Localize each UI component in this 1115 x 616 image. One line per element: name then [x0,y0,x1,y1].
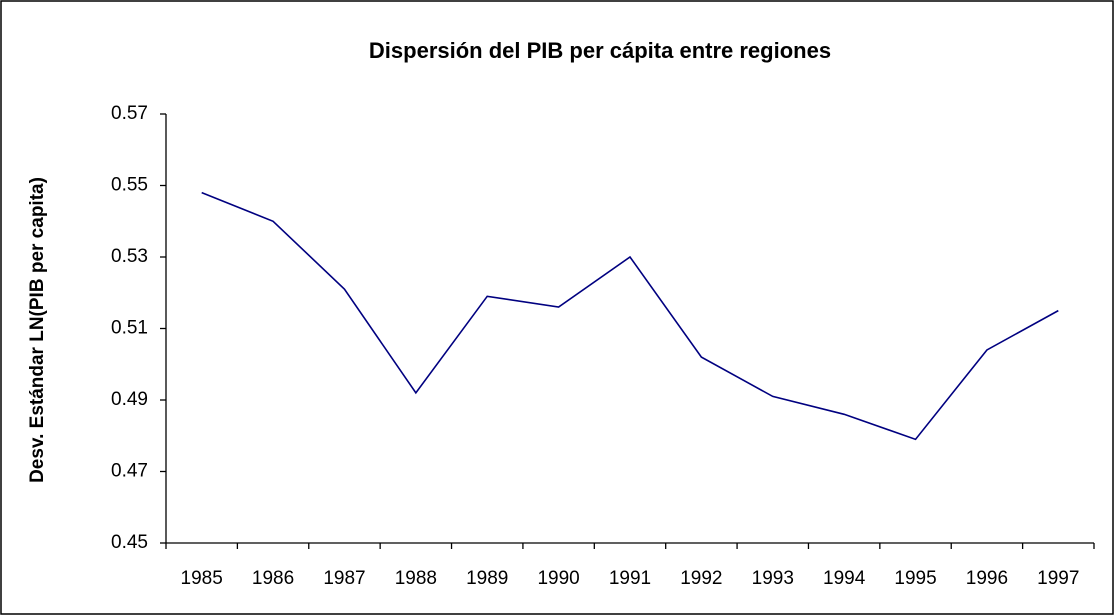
y-tick-label: 0.55 [111,175,148,196]
x-tick-label: 1992 [680,568,722,589]
x-tick-label: 1985 [181,568,223,589]
y-tick-label: 0.51 [111,318,148,339]
x-tick-label: 1990 [537,568,579,589]
y-tick-label: 0.49 [111,389,148,410]
data-line [201,191,1059,441]
y-tick-label: 0.47 [111,461,148,482]
y-tick-label: 0.53 [111,246,148,267]
x-tick-label: 1986 [252,568,294,589]
x-tick-label: 1991 [609,568,651,589]
y-tick-label: 0.45 [111,532,148,553]
x-tick-label: 1997 [1037,568,1079,589]
y-tick-label: 0.57 [111,103,148,124]
y-axis-label: Desv. Estándar LN(PIB per capita) [27,177,48,483]
chart-title: Dispersión del PIB per cápita entre regi… [369,38,831,63]
x-tick-label: 1993 [752,568,794,589]
x-tick-label: 1995 [894,568,936,589]
x-tick-label: 1988 [395,568,437,589]
x-tick-label: 1987 [323,568,365,589]
x-tick-label: 1994 [823,568,866,589]
x-tick-label: 1989 [466,568,508,589]
x-tick-label: 1996 [966,568,1008,589]
